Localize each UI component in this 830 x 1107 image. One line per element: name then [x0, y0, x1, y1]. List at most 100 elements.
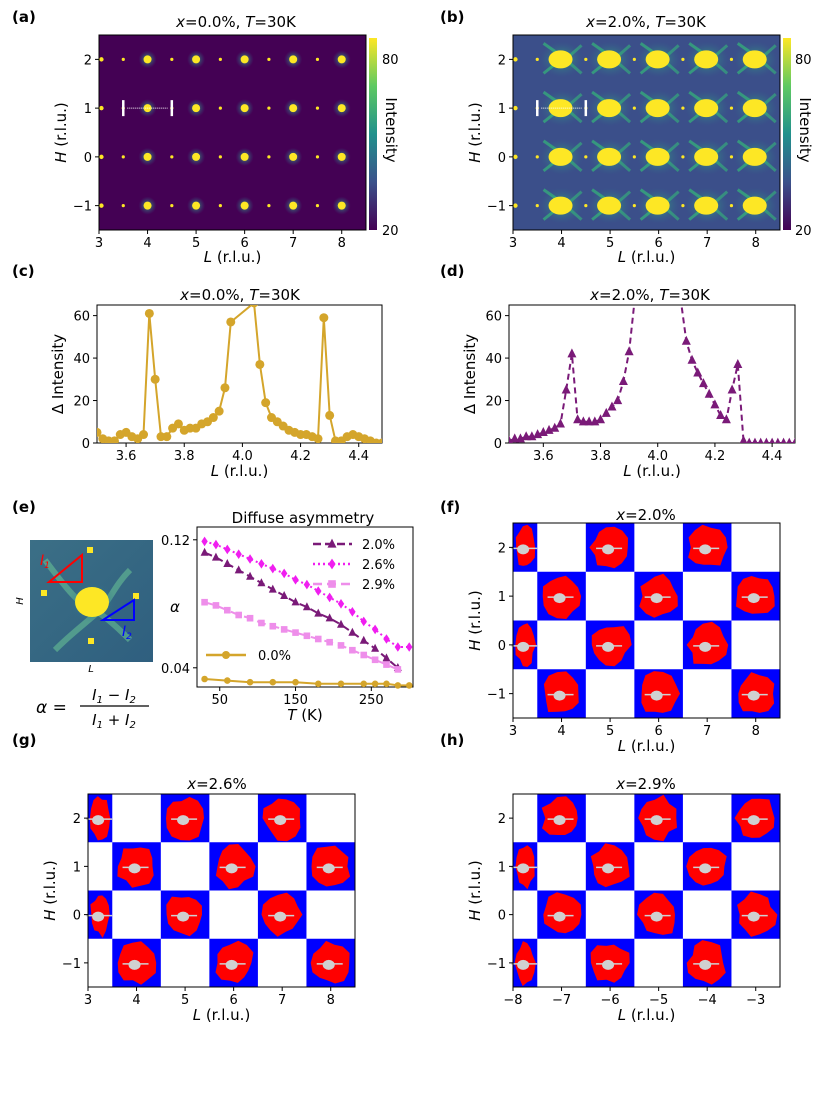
- plot-d-series: [509, 305, 795, 443]
- plot-c-point: [319, 313, 329, 323]
- heatmap-b-ylabel: H (r.l.u.): [466, 102, 484, 163]
- plot-c-xtick-label: 4.0: [232, 449, 253, 464]
- board-g-bragg-mask: [322, 863, 335, 874]
- legend-marker-2.9%: [328, 580, 336, 588]
- plot-e-point-0: [200, 547, 209, 556]
- plot-c-series: [97, 305, 382, 443]
- satellite-peak-b: [681, 204, 685, 208]
- plot-e-point-0: [371, 643, 380, 652]
- plot-e-point-3: [314, 680, 322, 688]
- heatmap-a-xtick-label: 4: [143, 236, 151, 251]
- heatmap-a-xtick-label: 8: [338, 236, 346, 251]
- satellite-peak-b: [535, 57, 539, 61]
- plot-d-point: [681, 335, 691, 345]
- board-g-bragg-mask: [128, 959, 141, 970]
- plot-e-point-0: [359, 635, 368, 644]
- board-f-ytick-label: 0: [498, 639, 506, 654]
- board-f-frame: [512, 522, 781, 719]
- plot-c-point: [109, 436, 119, 443]
- board-h-ytick-label: 0: [498, 909, 506, 924]
- plot-c-point: [261, 398, 271, 408]
- plot-d-xtick-label: 4.4: [762, 449, 783, 464]
- plot-e-point-3: [201, 675, 208, 683]
- edge-peak-a: [99, 203, 104, 208]
- plot-e-point-2: [394, 666, 402, 673]
- board-h-bragg-mask: [699, 863, 712, 874]
- legend-label-2.0%: 2.0%: [362, 538, 395, 553]
- satellite-peak-a: [267, 204, 271, 208]
- inset-region-I1: [46, 552, 83, 583]
- plot-c-xtick-label: 3.6: [116, 449, 137, 464]
- cut-marker-a: [122, 100, 174, 117]
- plot-d-point: [710, 399, 720, 409]
- plot-e-point-3: [269, 678, 277, 686]
- plot-e: 2.0% 2.6% 2.9% 0.0%: [200, 536, 413, 689]
- bragg-peak-b: [645, 147, 670, 166]
- plot-e-point-2: [292, 629, 299, 636]
- board-h-bragg-mask: [517, 959, 530, 970]
- plot-c-point: [325, 410, 335, 420]
- plot-e-point-1: [292, 575, 299, 585]
- plot-e-point-1: [349, 607, 356, 617]
- satellite-peak-a: [315, 106, 320, 110]
- heatmap-a-xtick-label: 6: [240, 236, 248, 251]
- board-h-bragg-mask: [602, 863, 615, 874]
- formula-numerator: I1 − I2: [92, 686, 136, 706]
- heatmap-b-xtick-label: 4: [557, 236, 565, 251]
- title-c: x=0.0%, T=30K: [179, 286, 301, 304]
- board-h-bragg-mask: [517, 863, 530, 874]
- bragg-peak-b: [548, 147, 573, 166]
- bragg-peak-a: [192, 201, 201, 210]
- plot-d-point: [769, 437, 775, 443]
- bragg-peaks-a: [99, 50, 351, 215]
- title-b: x=2.0%, T=30K: [585, 13, 707, 31]
- plot-e-xlabel: T (K): [287, 706, 322, 724]
- plot-e-point-2: [258, 619, 265, 627]
- bragg-peak-a: [143, 201, 152, 210]
- plot-d-point: [607, 401, 617, 411]
- board-f-ytick-label: 2: [498, 541, 506, 556]
- panel-label-d: (d): [440, 262, 464, 280]
- board-g-ytick-label: 2: [73, 812, 81, 827]
- plot-e-point-1: [371, 624, 379, 635]
- title-e: Diffuse asymmetry: [232, 509, 375, 527]
- plot-e-point-2: [280, 626, 288, 633]
- plot-c-point: [377, 438, 382, 443]
- board-h-bragg-mask: [650, 911, 663, 922]
- heatmap-b-xtick-label: 8: [752, 236, 760, 251]
- plot-e-xtick-label: 50: [211, 693, 228, 708]
- plot-e-point-0: [291, 597, 300, 606]
- inset-image: I1 I2 H L: [15, 540, 153, 675]
- plot-c-point: [150, 374, 160, 384]
- inset-axis-L: L: [88, 664, 94, 675]
- edge-peak-b: [513, 203, 518, 208]
- plot-e-point-1: [212, 539, 220, 550]
- plot-e-point-2: [371, 656, 379, 664]
- board-f-bragg-mask: [747, 593, 760, 604]
- bragg-peak-b: [645, 50, 670, 69]
- plot-e-point-1: [326, 592, 333, 603]
- satellite-peak-a: [121, 204, 125, 208]
- plot-e-ylabel: α: [170, 598, 180, 616]
- bragg-peak-a: [289, 104, 298, 113]
- plot-d-point: [721, 414, 731, 424]
- legend-marker-2.0%: [327, 538, 337, 548]
- bragg-peak-a: [240, 201, 249, 210]
- plot-e-point-1: [303, 579, 311, 590]
- plot-c-point: [313, 434, 323, 443]
- plot-d-point: [521, 431, 531, 441]
- heatmap-a: [98, 34, 367, 231]
- plot-e-point-1: [258, 559, 265, 569]
- plot-d-point: [561, 384, 571, 394]
- plot-d-ylabel: Δ Intensity: [461, 334, 479, 414]
- plot-e-point-0: [246, 571, 255, 580]
- plot-d-point: [584, 416, 594, 426]
- bragg-peak-a: [337, 104, 346, 113]
- plot-e-point-2: [269, 622, 277, 630]
- board-h-xtick-label: −7: [552, 993, 571, 1008]
- satellite-peak-b: [729, 204, 734, 208]
- plot-e-point-1: [360, 616, 367, 627]
- plot-e-point-3: [292, 678, 299, 686]
- heatmap-a-xtick-label: 5: [192, 236, 200, 251]
